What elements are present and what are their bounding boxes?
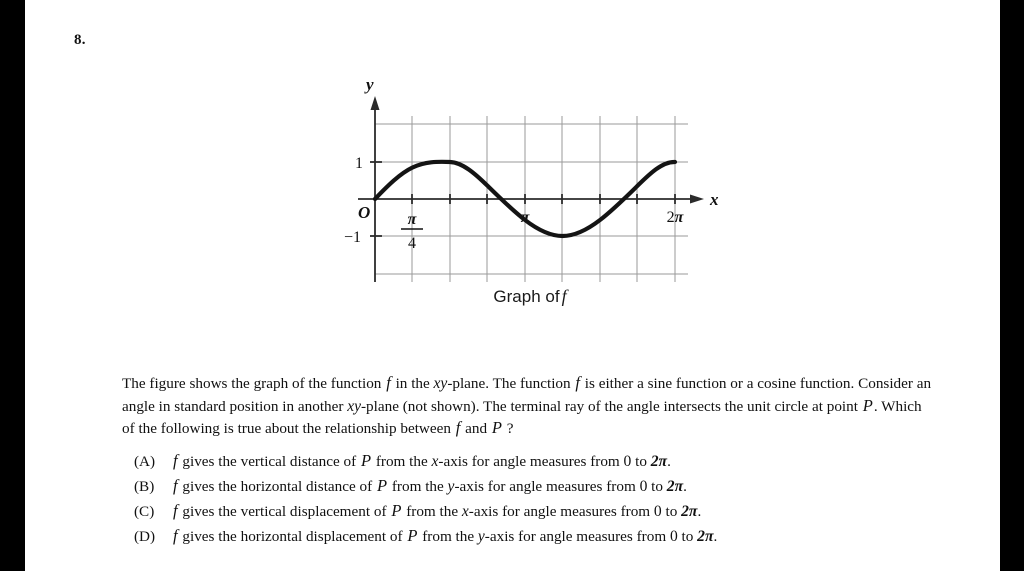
stem-part-14: ? [503,420,514,437]
choice-text-c: f gives the vertical displacement of P f… [172,498,701,524]
choice-b-axis: y [447,478,455,495]
answer-choice-d[interactable]: (D) f gives the horizontal displacement o… [134,523,934,548]
choice-text-d: f gives the horizontal displacement of P… [172,523,717,549]
choice-text-b: f gives the horizontal distance of P fro… [172,473,687,499]
y-tick-label-neg1: −1 [344,229,361,246]
choice-a-function-symbol: f [173,451,178,470]
choice-a-to: to [631,453,651,470]
answer-choice-b[interactable]: (B) f gives the horizontal distance of P … [134,473,934,498]
question-stem: The figure shows the graph of the functi… [122,372,934,440]
choice-a-before: gives the vertical distance of [178,453,360,470]
choice-d-mid: from the [418,528,478,545]
choice-letter-c: (C) [134,503,155,520]
stem-f-3: f [455,418,461,437]
stem-part-2: in the [391,375,434,392]
x-tick-label-pi: π [521,209,531,226]
scan-edge-bar-right [1000,0,1024,571]
choice-a-axis: x [431,453,439,470]
x-tick-label-pi-over-4: π 4 [401,211,423,252]
choice-d-start: 0 [669,528,678,545]
choice-b-start: 0 [639,478,648,495]
choice-letter-d: (D) [134,528,156,545]
choice-a-period: . [667,453,671,470]
choice-d-point: P [407,526,418,545]
choice-text-a: f gives the vertical distance of P from … [172,448,671,474]
figure-caption: Graph of f [330,286,730,307]
choice-b-to: to [647,478,667,495]
choice-c-function-symbol: f [173,501,178,520]
x-axis-ticks [411,194,676,204]
stem-part-0: The figure shows the graph of the functi… [122,375,386,392]
choice-d-axis: y [477,528,485,545]
choice-c-mid: from the [402,503,462,520]
choice-c-start: 0 [653,503,662,520]
choice-b-end: 2π [666,478,684,495]
svg-text:π: π [408,211,418,228]
choice-a-end: 2π [650,453,668,470]
choice-b-after: -axis for angle measures from [454,478,640,495]
stem-part-6: is either a sine function or a cosine fu… [122,375,932,415]
choice-c-axis: x [461,503,469,520]
question-number: 8. [74,32,86,48]
choice-b-mid: from the [388,478,448,495]
stem-part-12: and [461,420,491,437]
y-axis [370,96,380,282]
stem-part-8: -plane (not shown). The terminal ray of … [361,397,862,415]
stem-part-10: . Which of the following is true about t… [122,397,922,438]
scan-edge-bar-left [0,0,25,571]
stem-xy-2: xy [347,397,361,415]
choice-d-period: . [713,528,718,545]
x-tick-label-2pi: 2π [667,209,685,226]
svg-text:4: 4 [408,235,416,252]
stem-f-2: f [575,373,580,392]
answer-choice-list: (A) f gives the vertical distance of P fr… [134,448,934,548]
choice-a-start: 0 [623,453,632,470]
choice-a-point: P [360,451,372,470]
choice-d-before: gives the horizontal displacement of [178,528,407,545]
stem-p-2: P [491,418,502,437]
choice-c-period: . [697,503,702,520]
choice-c-point: P [391,501,402,520]
x-axis-label: x [709,190,719,209]
choice-d-function-symbol: f [173,526,178,545]
origin-label: O [358,203,370,222]
choice-b-before: gives the horizontal distance of [178,478,376,495]
choice-d-after: -axis for angle measures from [484,528,670,545]
choice-a-mid: from the [372,453,432,470]
choice-c-end: 2π [681,503,698,520]
choice-letter-a: (A) [134,453,156,470]
stem-f-1: f [386,373,391,392]
y-tick-label-1: 1 [355,155,363,172]
figure-caption-function-symbol: f [561,286,567,306]
choice-b-function-symbol: f [173,476,178,495]
stem-xy-1: xy [433,375,448,392]
choice-d-to: to [677,528,698,545]
choice-letter-b: (B) [134,478,155,495]
choice-b-point: P [376,476,388,495]
choice-b-period: . [683,478,687,495]
sine-graph-figure: y x O 1 −1 π 4 π 2π [330,70,730,310]
figure-caption-text: Graph of [493,287,560,306]
stem-part-4: -plane. The function [447,375,575,392]
choice-c-before: gives the vertical displacement of [178,503,391,520]
x-axis [358,194,704,204]
stem-p-1: P [862,395,873,415]
y-axis-label: y [364,75,374,94]
choice-c-to: to [661,503,682,520]
sine-curve [372,159,678,239]
choice-a-after: -axis for angle measures from [438,453,624,470]
choice-c-after: -axis for angle measures from [468,503,654,520]
choice-d-end: 2π [697,528,714,545]
y-axis-ticks [370,161,382,237]
answer-choice-a[interactable]: (A) f gives the vertical distance of P fr… [134,448,934,473]
answer-choice-c[interactable]: (C) f gives the vertical displacement of … [134,498,934,523]
